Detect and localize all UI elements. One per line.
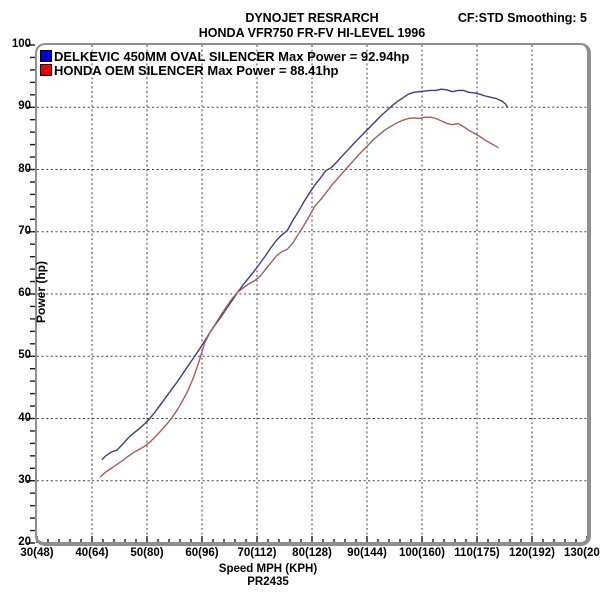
- x-tick-label: 130(208): [563, 547, 600, 559]
- honda-oem-swatch-icon: [40, 64, 52, 76]
- x-tick-label: 50(80): [130, 547, 164, 559]
- x-tick-label: 100(160): [398, 547, 446, 559]
- page-title: DYNOJET RESRARCH: [245, 11, 379, 25]
- legend-label-delkevic: DELKEVIC 450MM OVAL SILENCER Max Power =…: [54, 48, 410, 64]
- x-tick-label: 110(175): [454, 547, 500, 559]
- x-tick-label: 120(192): [508, 547, 556, 559]
- y-tick-label: 20: [18, 536, 31, 548]
- y-tick-label: 80: [18, 162, 31, 175]
- y-tick-label: 50: [18, 349, 31, 362]
- y-tick-label: 60: [18, 287, 31, 299]
- legend-label-honda-oem: HONDA OEM SILENCER Max Power = 88.41hp: [54, 62, 339, 78]
- delkevic-curve: [101, 88, 509, 461]
- y-tick-label: 100: [11, 38, 31, 50]
- run-id: PR2435: [247, 576, 289, 588]
- y-tick-label: 70: [18, 224, 31, 237]
- x-tick-label: 80(128): [292, 547, 332, 559]
- smoothing-info: CF:STD Smoothing: 5: [457, 11, 587, 25]
- legend-item-delkevic: DELKEVIC 450MM OVAL SILENCER Max Power =…: [40, 48, 410, 64]
- y-axis-title: Power (hp): [34, 261, 48, 323]
- dyno-chart: [27, 44, 588, 544]
- x-tick-label: 60(96): [185, 547, 219, 559]
- y-tick-label: 90: [18, 100, 31, 113]
- x-axis-title: Speed MPH (KPH): [218, 563, 318, 575]
- delkevic-swatch-icon: [40, 50, 52, 62]
- plot-area: DELKEVIC 450MM OVAL SILENCER Max Power =…: [12, 38, 600, 588]
- honda-oem-curve: [99, 116, 499, 478]
- y-tick-label: 40: [18, 411, 31, 424]
- y-tick-label: 30: [18, 473, 31, 486]
- x-tick-label: 70(112): [237, 547, 277, 559]
- x-tick-label: 30(48): [20, 547, 54, 559]
- legend: DELKEVIC 450MM OVAL SILENCER Max Power =…: [40, 48, 410, 78]
- x-tick-label: 40(64): [75, 547, 109, 559]
- page-subtitle: HONDA VFR750 FR-FV HI-LEVEL 1996: [198, 26, 426, 40]
- x-tick-label: 90(144): [347, 547, 387, 559]
- legend-item-honda-oem: HONDA OEM SILENCER Max Power = 88.41hp: [40, 62, 409, 78]
